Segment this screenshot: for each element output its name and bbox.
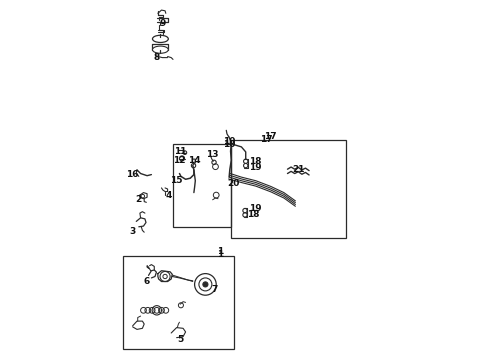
Text: 1: 1 [217,247,223,256]
Bar [173,144,231,227]
Circle shape [203,282,208,287]
Text: 17: 17 [264,132,276,141]
Text: 12: 12 [173,156,186,165]
Text: 6: 6 [144,277,150,286]
Text: 4: 4 [166,191,172,199]
Text: 19: 19 [249,204,262,213]
Text: 15: 15 [171,176,183,185]
Text: 2: 2 [136,195,142,204]
Text: 17: 17 [260,135,273,144]
Text: 11: 11 [174,147,187,156]
Bar [231,140,346,238]
Text: 7: 7 [211,285,218,294]
Text: 5: 5 [177,335,183,343]
Text: 18: 18 [249,157,261,166]
Text: 13: 13 [206,150,218,159]
Text: 10: 10 [222,137,235,146]
Text: 20: 20 [227,179,240,188]
Text: 16: 16 [126,170,139,179]
Bar [122,256,234,349]
Text: 8: 8 [154,53,160,62]
Text: 3: 3 [129,227,136,236]
Text: 10: 10 [222,140,235,149]
Text: 18: 18 [246,210,259,219]
Text: 19: 19 [249,163,262,172]
Text: 9: 9 [159,19,166,28]
Text: 14: 14 [188,156,201,166]
Text: 1: 1 [217,251,223,259]
Ellipse shape [152,46,169,53]
Text: 21: 21 [292,165,304,174]
